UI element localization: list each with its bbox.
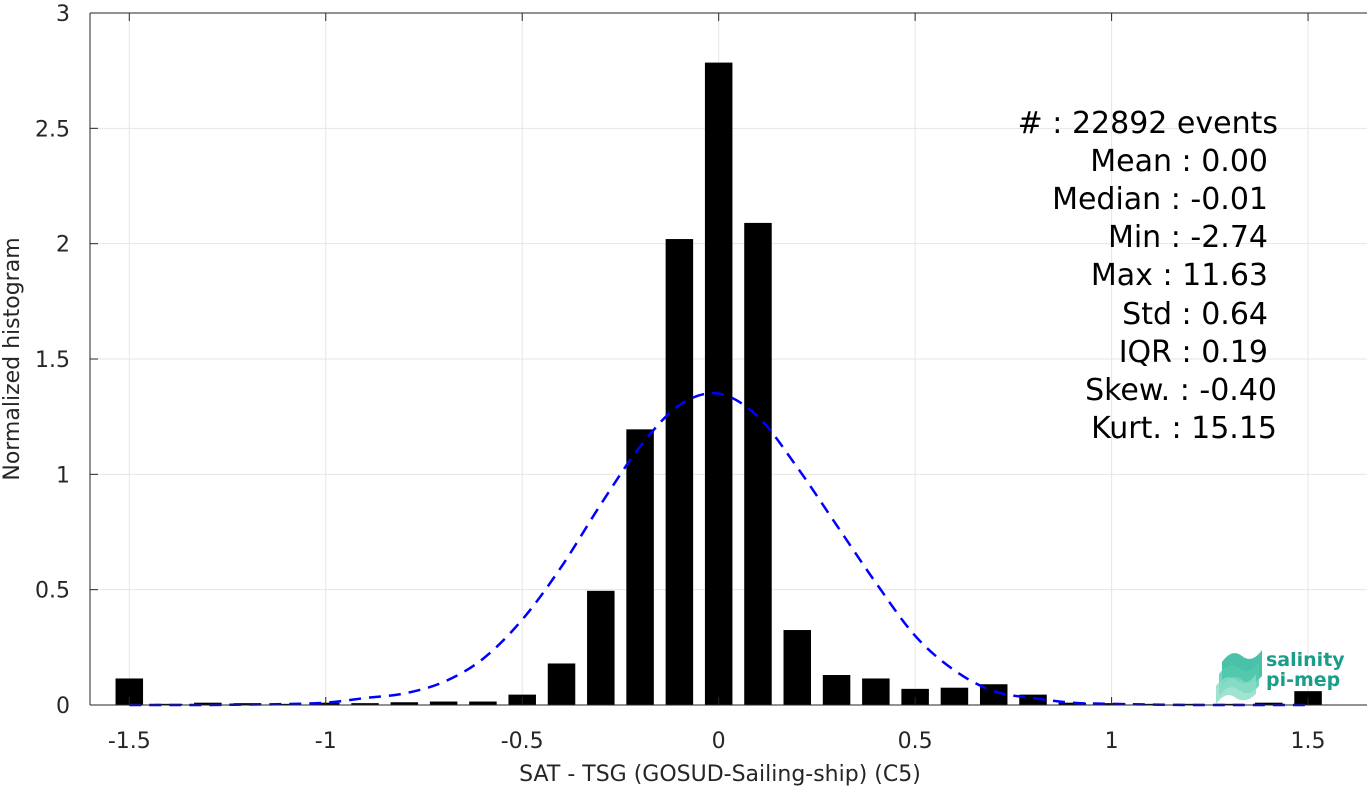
stats-mean: Mean : 0.00 bbox=[1090, 144, 1268, 179]
histogram-bars bbox=[115, 62, 1322, 706]
y-tick-label: 1 bbox=[56, 463, 70, 488]
gaussian-fit-curve bbox=[129, 391, 1309, 707]
histogram-bar bbox=[1019, 694, 1047, 705]
y-tick-labels: 0 0.5 1 1.5 2 2.5 3 bbox=[35, 2, 70, 719]
y-tick-label: 2 bbox=[56, 233, 70, 258]
histogram-bar bbox=[1215, 703, 1244, 705]
x-tick-label: 0.5 bbox=[898, 729, 933, 754]
histogram-bar bbox=[587, 590, 615, 705]
histogram-bar bbox=[390, 702, 419, 705]
x-axis-label: SAT - TSG (GOSUD-Sailing-ship) (C5) bbox=[519, 762, 921, 787]
histogram-bar bbox=[862, 678, 890, 705]
stats-skew: Skew. : -0.40 bbox=[1085, 373, 1277, 408]
x-tick-label: 0 bbox=[712, 729, 726, 754]
stats-max: Max : 11.63 bbox=[1091, 258, 1268, 293]
histogram-bar bbox=[194, 702, 222, 705]
x-tick-label: -1 bbox=[315, 729, 337, 754]
x-tick-label: -0.5 bbox=[501, 729, 544, 754]
histogram-bar bbox=[979, 684, 1008, 705]
histogram-bar bbox=[272, 703, 301, 705]
wave-stack-icon bbox=[1216, 650, 1262, 704]
logo-line-1: salinity bbox=[1266, 649, 1345, 671]
stats-std: Std : 0.64 bbox=[1122, 297, 1268, 332]
y-tick-label: 0 bbox=[56, 694, 70, 719]
stats-iqr: IQR : 0.19 bbox=[1119, 335, 1268, 370]
histogram-bar bbox=[901, 688, 929, 705]
histogram-bar bbox=[1137, 703, 1165, 705]
stats-count: # : 22892 events bbox=[1018, 106, 1278, 141]
y-tick-label: 3 bbox=[56, 2, 70, 27]
histogram-bar bbox=[822, 675, 851, 705]
logo-line-2: pi-mep bbox=[1266, 669, 1340, 691]
histogram-bar bbox=[744, 222, 772, 705]
y-tick-label: 1.5 bbox=[35, 348, 70, 373]
histogram-bar bbox=[783, 630, 812, 705]
histogram-bar bbox=[1255, 702, 1283, 705]
histogram-bar bbox=[233, 703, 261, 705]
stats-median: Median : -0.01 bbox=[1052, 182, 1268, 217]
stats-kurt: Kurt. : 15.15 bbox=[1091, 411, 1277, 446]
axes bbox=[89, 12, 1367, 706]
y-axis-label: Normalized histogram bbox=[0, 237, 25, 480]
y-tick-label: 0.5 bbox=[35, 579, 70, 604]
histogram-bar bbox=[1058, 702, 1087, 705]
x-tick-label: 1 bbox=[1105, 729, 1119, 754]
salinity-pi-mep-logo: salinity pi-mep bbox=[1216, 649, 1345, 704]
histogram-bar bbox=[704, 62, 733, 706]
histogram-bar bbox=[626, 429, 654, 705]
y-tick-label: 2.5 bbox=[35, 117, 70, 142]
x-tick-labels: -1.5 -1 -0.5 0 0.5 1 1.5 bbox=[108, 729, 1326, 754]
histogram-bar bbox=[1176, 703, 1204, 705]
stats-box: # : 22892 events Mean : 0.00 Median : -0… bbox=[1018, 106, 1278, 446]
histogram-bar bbox=[940, 687, 969, 705]
histogram-bar bbox=[154, 703, 183, 705]
histogram-bar bbox=[665, 239, 694, 705]
stats-min: Min : -2.74 bbox=[1108, 220, 1268, 255]
histogram-bar bbox=[351, 703, 379, 705]
histogram-bar bbox=[469, 701, 497, 705]
histogram-bar bbox=[429, 701, 458, 705]
x-tick-label: -1.5 bbox=[108, 729, 151, 754]
histogram-bar bbox=[547, 663, 576, 705]
x-tick-label: 1.5 bbox=[1291, 729, 1326, 754]
